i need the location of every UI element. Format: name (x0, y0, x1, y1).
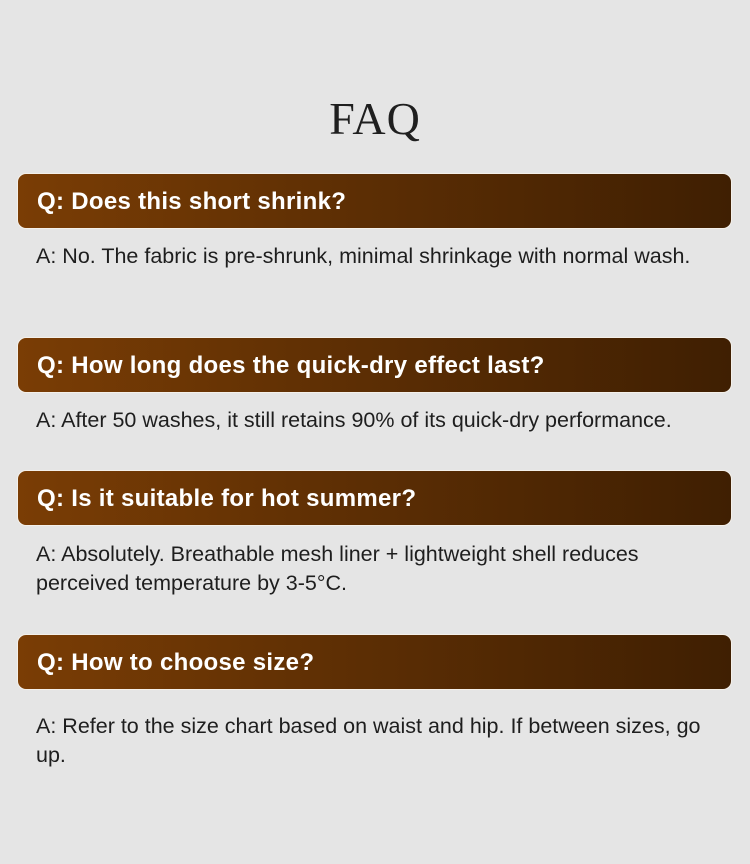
faq-answer-4: A: Refer to the size chart based on wais… (36, 714, 701, 767)
faq-question-4[interactable]: Q: How to choose size? (17, 634, 732, 690)
faq-answer-1: A: No. The fabric is pre-shrunk, minimal… (36, 244, 691, 268)
page-title: FAQ (329, 93, 421, 144)
faq-answer-2: A: After 50 washes, it still retains 90%… (36, 408, 672, 432)
faq-answer-3: A: Absolutely. Breathable mesh liner + l… (36, 542, 639, 595)
faq-question-1[interactable]: Q: Does this short shrink? (17, 173, 732, 229)
faq-question-3[interactable]: Q: Is it suitable for hot summer? (17, 470, 732, 526)
faq-question-2[interactable]: Q: How long does the quick-dry effect la… (17, 337, 732, 393)
